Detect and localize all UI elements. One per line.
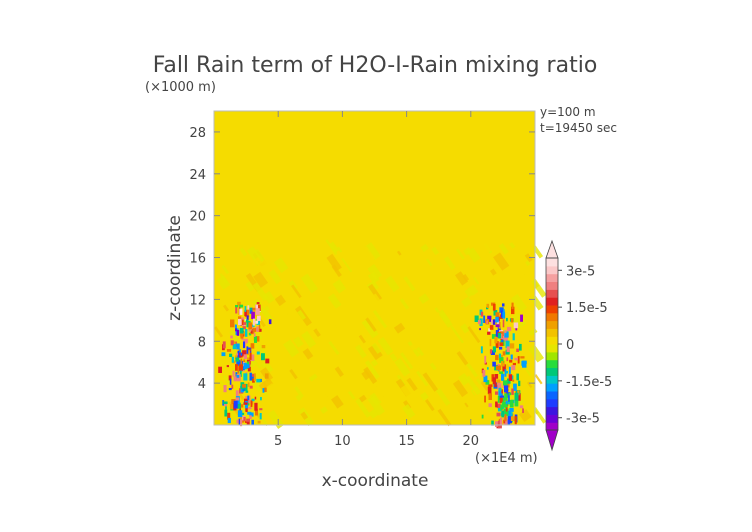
x-unit-label: (×1E4 m) <box>475 451 538 466</box>
colorbar-max-arrow <box>545 239 559 259</box>
colorbar-swatch <box>546 265 558 275</box>
colorbar-swatch <box>546 351 558 361</box>
colorbar-swatch <box>546 289 558 298</box>
colorbar-swatch <box>546 328 558 337</box>
y-tick-label: 4 <box>198 377 206 392</box>
colorbar-swatch <box>546 320 558 329</box>
colorbar-tick-label: -1.5e-5 <box>566 375 612 390</box>
heatmap-field <box>213 111 547 429</box>
y-axis-label: z-coordinate <box>165 215 185 321</box>
x-axis-label: x-coordinate <box>322 471 429 491</box>
colorbar-swatch <box>546 422 558 431</box>
colorbar-tick-label: 3e-5 <box>566 264 595 279</box>
colorbar-min-arrow <box>545 429 559 452</box>
colorbar-swatch <box>546 258 558 267</box>
x-axis: 5 10 15 20 <box>274 111 479 449</box>
colorbar-swatch <box>546 281 558 290</box>
y-tick-label: 16 <box>189 252 206 267</box>
y-unit-label: (×1000 m) <box>145 80 216 95</box>
info-y: y=100 m <box>540 105 596 119</box>
colorbar-swatch <box>546 304 558 314</box>
y-axis: 4 8 12 16 20 24 28 <box>189 126 535 392</box>
colorbar-swatch <box>546 383 558 392</box>
x-tick-label: 15 <box>398 434 415 449</box>
colorbar-swatch <box>546 344 558 353</box>
colorbar-swatch <box>546 336 558 345</box>
colorbar-swatch <box>546 390 558 400</box>
plot-frame <box>213 110 536 426</box>
colorbar-swatch <box>546 312 558 322</box>
x-tick-label: 10 <box>334 434 351 449</box>
y-tick-label: 12 <box>189 293 206 308</box>
colorbar-swatch <box>546 414 558 423</box>
x-tick-label: 5 <box>274 434 282 449</box>
streaks <box>213 233 547 429</box>
colorbar-tick-label: -3e-5 <box>566 412 600 427</box>
y-tick-label: 8 <box>198 335 206 350</box>
y-tick-label: 28 <box>189 126 206 141</box>
y-tick-label: 20 <box>189 210 206 225</box>
colorbar-swatch <box>546 406 558 415</box>
colorbar: 3e-5 1.5e-5 0 -1.5e-5 -3e-5 <box>545 239 612 452</box>
colorbar-swatch <box>546 273 558 282</box>
chart-title: Fall Rain term of H2O-I-Rain mixing rati… <box>153 53 598 78</box>
colorbar-swatch <box>546 359 558 368</box>
info-t: t=19450 sec <box>540 121 617 135</box>
colorbar-swatch <box>546 297 558 306</box>
y-tick-label: 24 <box>189 168 206 183</box>
colorbar-swatch <box>546 375 558 384</box>
colorbar-swatch <box>546 367 558 376</box>
colorbar-swatch <box>546 398 558 408</box>
x-tick-label: 20 <box>463 434 480 449</box>
active-column <box>474 302 527 429</box>
active-column <box>218 301 272 427</box>
colorbar-tick-label: 0 <box>566 338 574 353</box>
colorbar-tick-label: 1.5e-5 <box>566 301 608 316</box>
